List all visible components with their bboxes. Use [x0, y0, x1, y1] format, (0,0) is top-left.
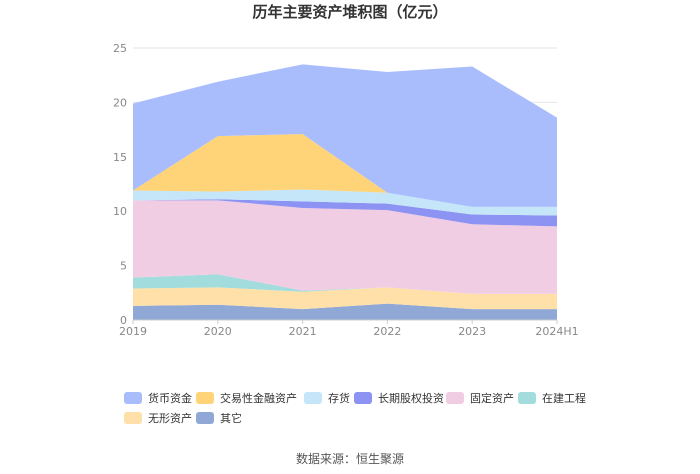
x-tick-label: 2020 [204, 325, 232, 338]
y-tick-label: 10 [113, 205, 127, 218]
legend-label[interactable]: 在建工程 [542, 391, 586, 405]
y-tick-label: 15 [113, 151, 127, 164]
chart-title: 历年主要资产堆积图（亿元） [252, 3, 447, 21]
area-series-7 [133, 64, 557, 207]
area-series-4 [133, 199, 557, 227]
legend-swatch[interactable] [196, 412, 214, 424]
legend-swatch[interactable] [518, 392, 536, 404]
x-tick-label: 2021 [289, 325, 317, 338]
legend-swatch[interactable] [124, 392, 142, 404]
x-tick-label: 2023 [458, 325, 486, 338]
area-series [133, 64, 557, 320]
legend-swatch[interactable] [124, 412, 142, 424]
area-series-5 [133, 189, 557, 216]
area-series-2 [133, 274, 557, 294]
x-tick-label: 2022 [373, 325, 401, 338]
y-tick-label: 25 [113, 42, 127, 55]
legend-swatch[interactable] [196, 392, 214, 404]
legend-swatch[interactable] [354, 392, 372, 404]
y-tick-label: 0 [120, 314, 127, 327]
area-series-3 [133, 200, 557, 294]
x-tick-label: 2024H1 [535, 325, 578, 338]
legend-label[interactable]: 长期股权投资 [378, 391, 444, 405]
legend-label[interactable]: 交易性金融资产 [220, 391, 297, 405]
area-series-1 [133, 287, 557, 310]
legend-swatch[interactable] [446, 392, 464, 404]
data-source-note: 数据来源：恒生聚源 [296, 451, 404, 466]
legend-label[interactable]: 存货 [328, 391, 350, 405]
y-tick-label: 20 [113, 96, 127, 109]
area-series-6 [133, 133, 557, 207]
legend-label[interactable]: 其它 [220, 411, 242, 425]
legend-label[interactable]: 货币资金 [148, 391, 192, 405]
axes: 0 5 10 15 20 25 2019 2020 2021 2022 2023 2024H1 [113, 42, 579, 338]
x-tick-label: 2019 [119, 325, 147, 338]
legend-label[interactable]: 固定资产 [470, 391, 514, 405]
area-series-0 [133, 303, 557, 320]
legend-swatch[interactable] [304, 392, 322, 404]
y-tick-label: 5 [120, 260, 127, 273]
legend-label[interactable]: 无形资产 [148, 411, 192, 425]
